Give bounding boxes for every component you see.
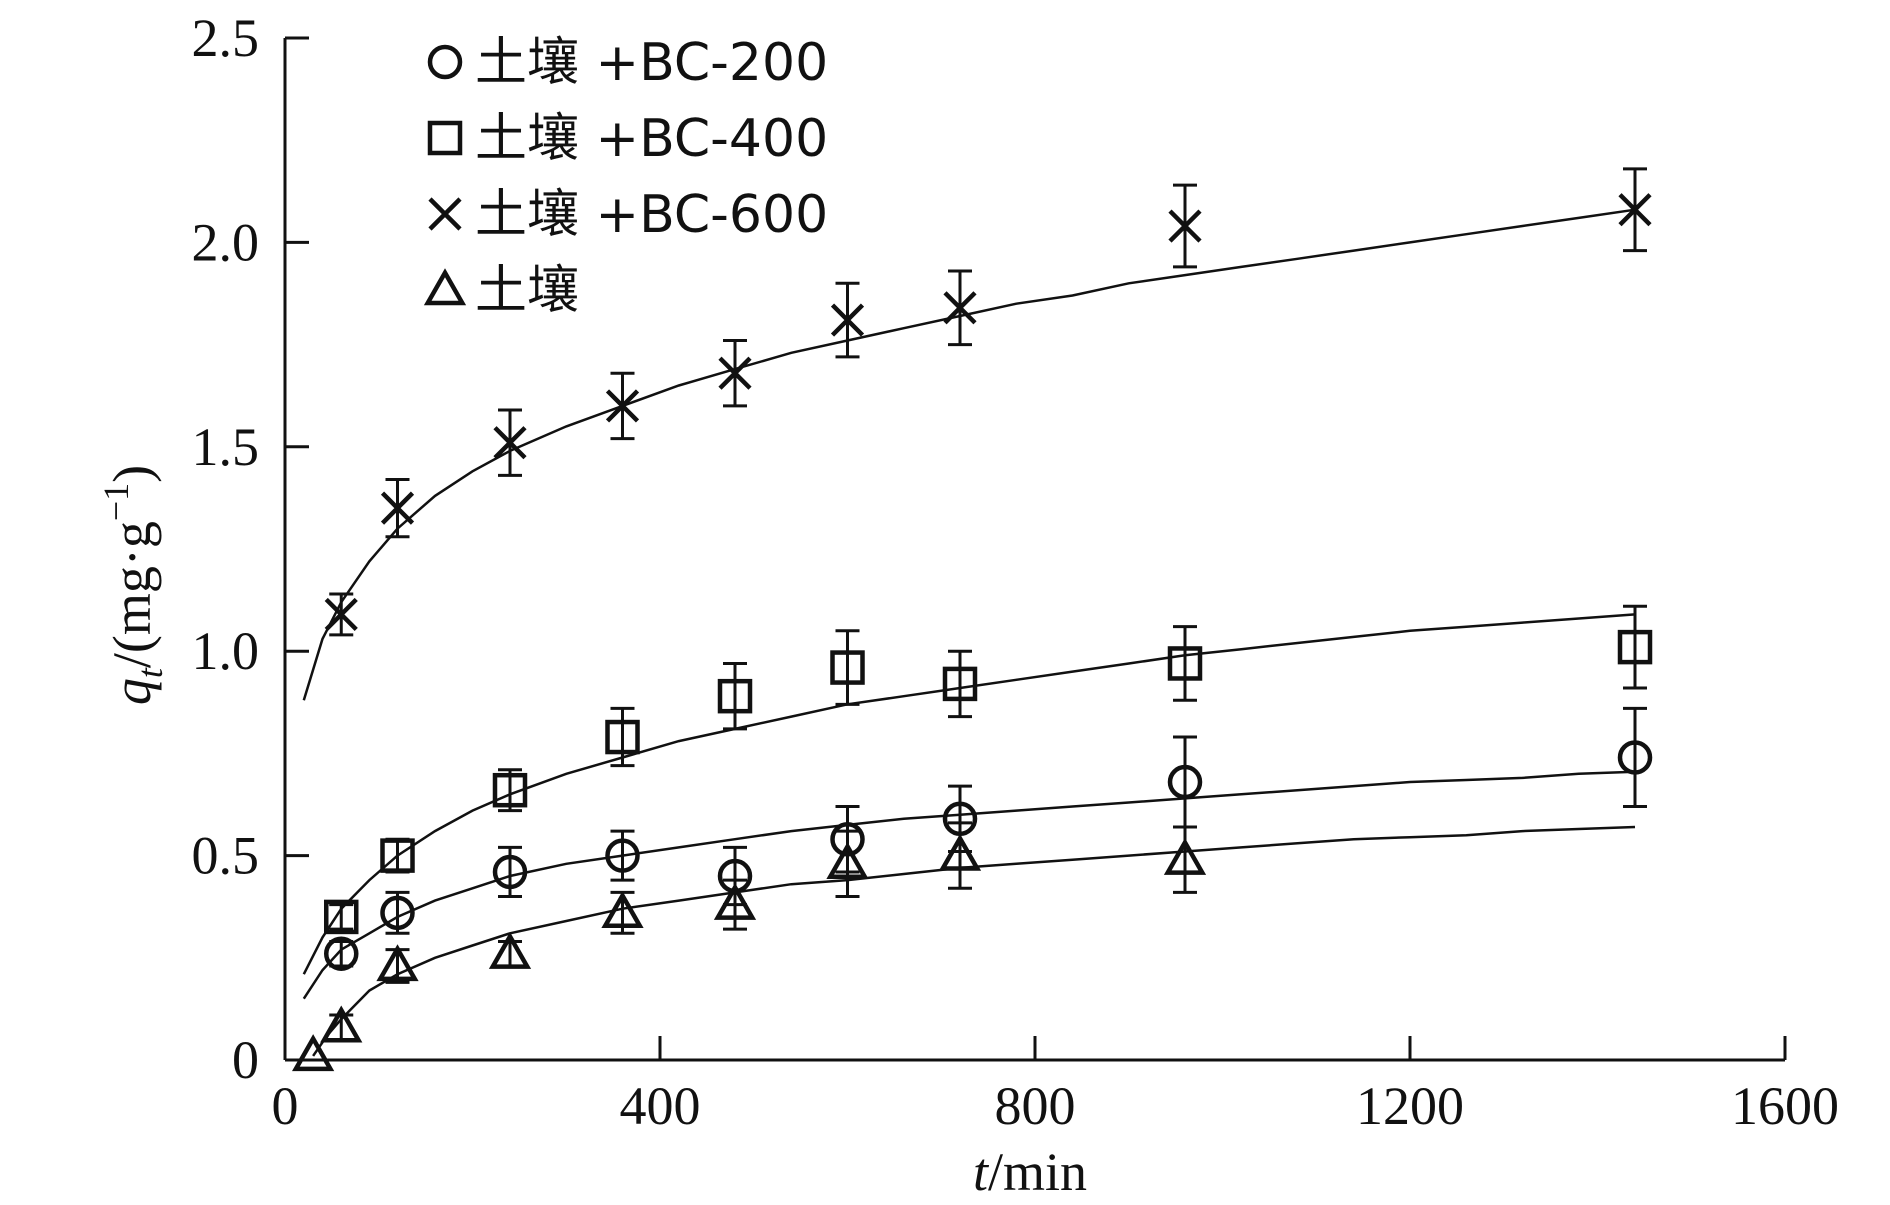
data-point-cross	[1168, 209, 1202, 243]
data-point-square	[942, 666, 978, 702]
x-tick-label: 0	[272, 1076, 299, 1136]
data-point-square	[492, 772, 528, 808]
data-point-circle	[1617, 740, 1653, 775]
error-bar	[385, 837, 410, 874]
data-point-cross	[943, 291, 977, 325]
data-point-cross	[830, 303, 865, 337]
fit-curve-triangle	[312, 825, 1636, 1057]
error-bar	[1623, 706, 1647, 809]
legend-marker-circle	[427, 44, 463, 80]
y-tick-label: 1.5	[192, 417, 260, 477]
x-tick-label: 1600	[1731, 1076, 1839, 1136]
y-axis-title: qt/(mg·g−1)	[96, 465, 170, 705]
data-point-cross	[324, 597, 358, 631]
legend-label: 土壤 +BC-200	[475, 33, 828, 93]
y-tick-label: 0.5	[192, 826, 260, 886]
data-point-triangle	[826, 841, 869, 879]
data-point-triangle	[601, 891, 644, 929]
error-bar	[723, 661, 747, 731]
data-point-triangle	[320, 1005, 363, 1043]
data-point-circle	[605, 838, 640, 873]
legend: 土壤 +BC-200 土壤 +BC-400 土壤 +BC-600 土壤	[423, 33, 828, 321]
data-point-circle	[380, 895, 415, 931]
data-point-cross	[718, 356, 752, 390]
data-point-square	[717, 678, 753, 714]
error-bar	[329, 903, 354, 931]
data-point-triangle	[376, 944, 419, 982]
y-tick-label: 2.5	[192, 8, 260, 68]
fit-curves	[302, 208, 1636, 1057]
error-bar	[1173, 735, 1197, 829]
data-point-triangle	[291, 1034, 335, 1072]
error-bar	[1173, 625, 1197, 702]
error-bar	[610, 706, 635, 768]
data-point-circle	[492, 854, 528, 890]
axes: 0 400 800 1200 1600 0 0.5 1.0 1.5 2.0 2.5	[192, 8, 1840, 1136]
legend-marker-cross	[428, 197, 462, 231]
data-point-square	[1167, 646, 1203, 681]
error-bar	[948, 649, 972, 719]
data-point-triangle	[713, 882, 757, 920]
data-point-cross	[493, 426, 527, 460]
error-bar	[1173, 825, 1197, 894]
data-point-cross	[1618, 193, 1652, 227]
legend-marker-square	[427, 120, 463, 156]
data-point-circle	[324, 936, 359, 971]
legend-label: 土壤	[475, 261, 579, 321]
data-point-cross	[605, 389, 640, 423]
error-bar	[948, 821, 972, 890]
x-tick-label: 400	[620, 1076, 701, 1136]
error-bar	[835, 629, 860, 706]
data-point-circle	[1167, 764, 1203, 800]
data-point-square	[380, 838, 415, 873]
data-point-square	[605, 719, 640, 755]
data-point-square	[830, 650, 865, 685]
fit-curve-circle	[302, 770, 1636, 1000]
y-tick-label: 0	[232, 1030, 259, 1090]
legend-marker-triangle	[423, 268, 467, 306]
data-point-square	[324, 899, 359, 935]
data-point-triangle	[488, 931, 532, 969]
data-points	[291, 167, 1653, 1072]
data-point-triangle	[938, 833, 982, 871]
data-point-triangle	[1163, 837, 1207, 875]
legend-label: 土壤 +BC-600	[475, 185, 828, 245]
data-point-square	[1617, 629, 1653, 665]
fit-curve-cross	[302, 208, 1636, 701]
x-tick-label: 1200	[1356, 1076, 1464, 1136]
y-tick-label: 1.0	[192, 621, 260, 681]
y-tick-label: 2.0	[192, 212, 260, 272]
x-axis-title: t/min	[973, 1142, 1087, 1202]
data-point-cross	[380, 491, 415, 525]
error-bar	[835, 829, 860, 898]
fit-curve-square	[302, 613, 1636, 975]
legend-label: 土壤 +BC-400	[475, 109, 828, 169]
x-tick-label: 800	[995, 1076, 1076, 1136]
error-bar	[1623, 604, 1647, 690]
